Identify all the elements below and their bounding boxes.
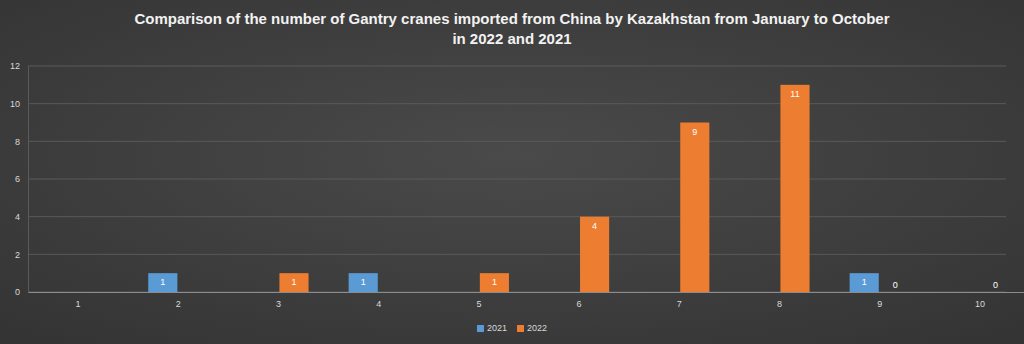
bars — [148, 85, 879, 292]
data-label: 11 — [790, 89, 799, 99]
grid-line — [28, 216, 1006, 217]
data-label: 4 — [592, 221, 597, 231]
data-label: 9 — [692, 127, 697, 137]
y-tick-label: 6 — [15, 174, 20, 184]
bar — [349, 273, 378, 292]
y-tick: 6 — [15, 174, 28, 184]
x-tick-label: 8 — [777, 299, 782, 309]
y-tick-label: 4 — [15, 212, 20, 222]
legend-swatch — [517, 325, 524, 332]
x-tick: 2 — [176, 292, 181, 309]
x-tick-label: 2 — [176, 299, 181, 309]
x-tick-label: 6 — [577, 299, 582, 309]
x-tick: 5 — [476, 292, 481, 309]
x-tick-label: 3 — [276, 299, 281, 309]
legend-label: 2021 — [487, 323, 507, 333]
y-axis: 0 2 4 6 8 10 12 — [10, 61, 29, 297]
bar — [580, 217, 609, 292]
bar — [680, 123, 709, 293]
x-tick: 1 — [76, 292, 81, 309]
grid-line — [28, 66, 1006, 67]
legend: 2021 2022 — [477, 323, 547, 333]
y-tick: 10 — [10, 99, 28, 109]
bar — [850, 273, 879, 292]
bar — [981, 292, 1006, 293]
data-labels: 11111491100 — [160, 89, 998, 290]
y-tick: 0 — [15, 287, 28, 297]
bar — [480, 273, 509, 292]
grid-line — [28, 141, 1006, 142]
bar — [148, 273, 177, 292]
bar — [279, 273, 308, 292]
x-tick-label: 5 — [476, 299, 481, 309]
y-tick: 8 — [15, 137, 28, 147]
x-tick-label: 10 — [975, 299, 985, 309]
legend-label: 2022 — [527, 323, 547, 333]
title: Comparison of the number of Gantry crane… — [134, 10, 889, 47]
data-label: 1 — [160, 277, 165, 287]
y-axis-line — [28, 67, 29, 293]
y-tick-label: 2 — [15, 250, 20, 260]
grid — [28, 66, 1006, 292]
x-tick-label: 1 — [76, 299, 81, 309]
legend-item: 2022 — [517, 323, 547, 333]
y-tick-label: 8 — [15, 137, 20, 147]
x-tick-label: 4 — [376, 299, 381, 309]
x-tick-label: 9 — [877, 299, 882, 309]
data-label: 0 — [893, 280, 898, 290]
data-label: 1 — [492, 277, 497, 287]
x-tick: 9 — [877, 292, 882, 309]
x-tick: 7 — [677, 292, 682, 309]
x-axis-line — [29, 292, 1024, 293]
x-axis: 1 2 3 4 5 6 7 8 9 10 — [29, 292, 1024, 309]
legend-swatch — [477, 325, 484, 332]
grid-line — [28, 179, 1006, 180]
x-tick-label: 7 — [677, 299, 682, 309]
legend-item: 2021 — [477, 323, 507, 333]
bar — [780, 85, 809, 292]
y-tick: 12 — [10, 61, 28, 71]
y-tick: 4 — [15, 212, 28, 222]
x-tick: 8 — [777, 292, 782, 309]
y-tick: 2 — [15, 250, 28, 260]
data-label: 1 — [291, 277, 296, 287]
y-tick-label: 10 — [10, 99, 20, 109]
bar — [881, 292, 910, 293]
grid-line — [28, 254, 1006, 255]
y-tick-label: 12 — [10, 61, 20, 71]
data-label: 0 — [993, 280, 998, 290]
x-tick: 6 — [577, 292, 582, 309]
x-tick: 10 — [975, 292, 985, 309]
grid-line — [28, 103, 1006, 104]
x-tick: 4 — [376, 292, 381, 309]
data-label: 1 — [361, 277, 366, 287]
data-label: 1 — [862, 277, 867, 287]
x-tick: 3 — [276, 292, 281, 309]
y-tick-label: 0 — [15, 287, 20, 297]
